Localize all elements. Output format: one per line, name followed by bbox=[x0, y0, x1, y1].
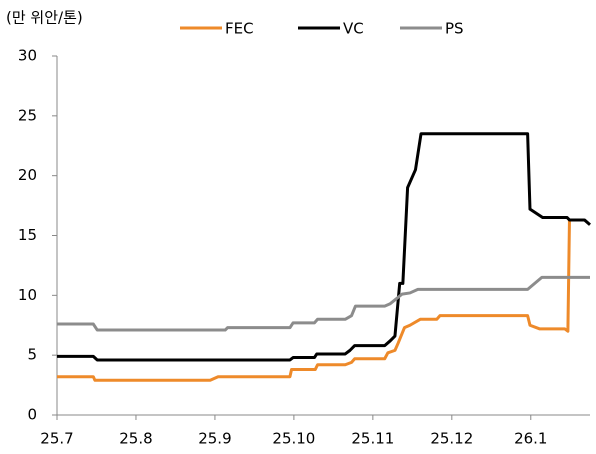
y-tick-label: 0 bbox=[27, 406, 37, 424]
x-tick-label: 26.1 bbox=[514, 430, 547, 448]
legend-label: FEC bbox=[225, 20, 254, 38]
x-tick-label: 25.10 bbox=[272, 430, 315, 448]
y-tick-label: 20 bbox=[18, 166, 37, 184]
y-tick-label: 10 bbox=[18, 286, 37, 304]
x-tick-label: 25.7 bbox=[40, 430, 73, 448]
legend-label: VC bbox=[343, 20, 364, 38]
x-tick-label: 25.11 bbox=[351, 430, 394, 448]
series-line bbox=[57, 275, 590, 332]
y-axis-label: (만 위안/톤) bbox=[6, 9, 83, 27]
y-tick-label: 5 bbox=[27, 346, 37, 364]
x-tick-label: 25.8 bbox=[119, 430, 152, 448]
y-tick-label: 15 bbox=[18, 226, 37, 244]
y-tick-label: 25 bbox=[18, 106, 37, 124]
legend-label: PS bbox=[445, 20, 464, 38]
x-tick-label: 25.9 bbox=[198, 430, 231, 448]
series-line bbox=[57, 219, 571, 382]
x-tick-label: 25.12 bbox=[430, 430, 473, 448]
y-tick-label: 30 bbox=[18, 47, 37, 65]
series-line bbox=[57, 132, 591, 362]
